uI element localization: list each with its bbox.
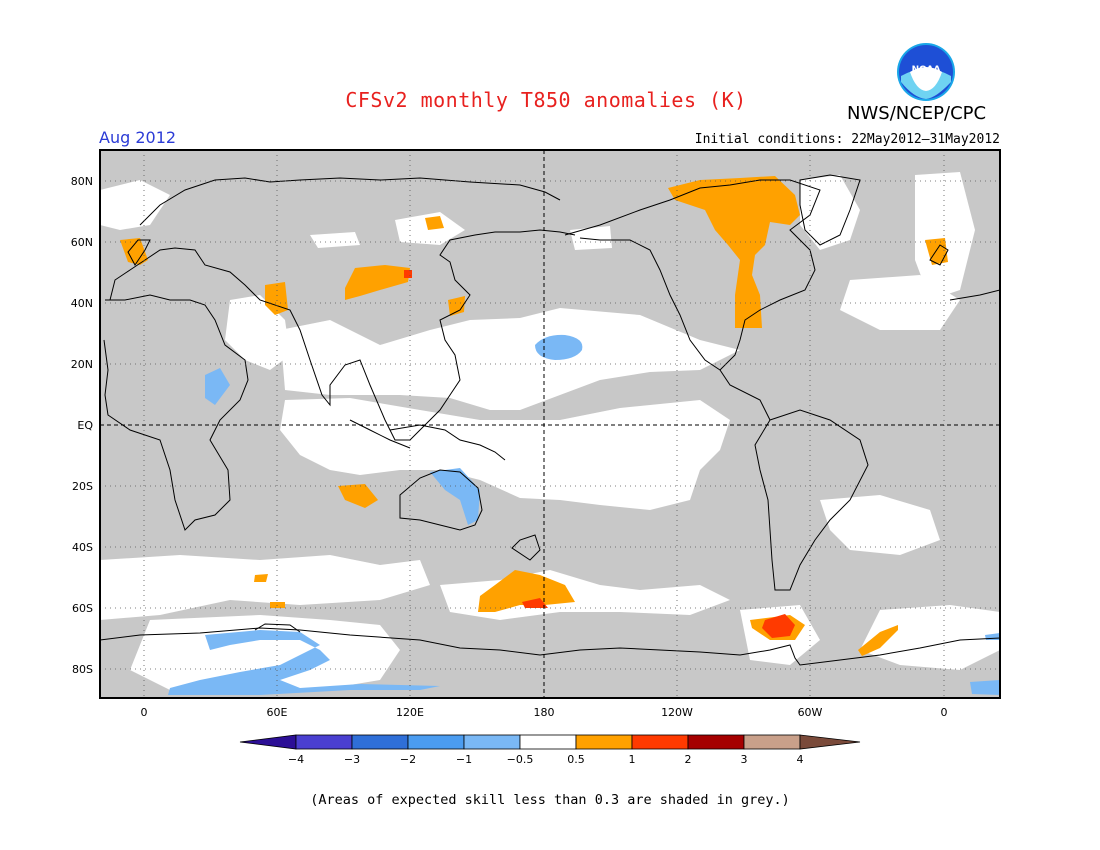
colorbar-label: −2 [400,753,416,766]
lon-label: 60E [267,706,288,719]
lat-label: 80S [72,663,93,676]
strong-positive-anomaly-regions [404,270,795,638]
lon-label: 0 [941,706,948,719]
colorbar-swatch [351,734,409,750]
lat-label: 60N [71,236,93,249]
coastlines [100,174,1000,666]
colorbar-label: −1 [456,753,472,766]
lat-label: 60S [72,602,93,615]
colorbar-swatch [295,734,353,750]
initial-conditions: Initial conditions: 22May2012–31May2012 [694,132,1000,147]
colorbar-arrow-high [799,734,861,750]
chart-title: CFSv2 monthly T850 anomalies (K) [345,88,747,112]
colorbar [239,734,861,750]
colorbar-label: 1 [629,753,636,766]
colorbar-label: 3 [741,753,748,766]
colorbar-swatch [575,734,633,750]
lon-label: 180 [534,706,555,719]
colorbar-swatch [687,734,745,750]
colorbar-label: 2 [685,753,692,766]
lon-label: 60W [798,706,823,719]
lat-label: 40N [71,297,93,310]
longitude-axis: 0 60E 120E 180 120W 60W 0 [141,706,948,719]
colorbar-label: 4 [797,753,804,766]
positive-anomaly-regions [120,176,948,656]
colorbar-labels: −4 −3 −2 −1 −0.5 0.5 1 2 3 4 [288,753,804,766]
plot-frame [99,149,1001,699]
colorbar-label: −4 [288,753,304,766]
lon-label: 120W [661,706,693,719]
colorbar-label: −0.5 [507,753,534,766]
colorbar-arrow-low [239,734,297,750]
lat-label: EQ [77,419,93,432]
lat-label: 20S [72,480,93,493]
colorbar-swatch [463,734,521,750]
lat-label: 40S [72,541,93,554]
colorbar-swatch [743,734,801,750]
colorbar-swatch [631,734,689,750]
lon-label: 0 [141,706,148,719]
lon-label: 120E [396,706,424,719]
skill-footnote: (Areas of expected skill less than 0.3 a… [310,792,790,808]
colorbar-swatch [519,734,577,750]
latitude-axis: 80N 60N 40N 20N EQ 20S 40S 60S 80S [71,175,94,676]
valid-period: Aug 2012 [99,128,177,147]
agency-label: NWS/NCEP/CPC [847,103,987,124]
negative-anomaly-regions [168,334,1000,695]
colorbar-label: 0.5 [567,753,585,766]
lat-label: 20N [71,358,93,371]
lat-label: 80N [71,175,93,188]
colorbar-swatch [407,734,465,750]
colorbar-label: −3 [344,753,360,766]
graticule [100,150,1000,698]
logo-text: NOAA [912,65,941,75]
noaa-logo: NOAA [897,43,955,101]
near-normal-regions [100,172,1000,695]
